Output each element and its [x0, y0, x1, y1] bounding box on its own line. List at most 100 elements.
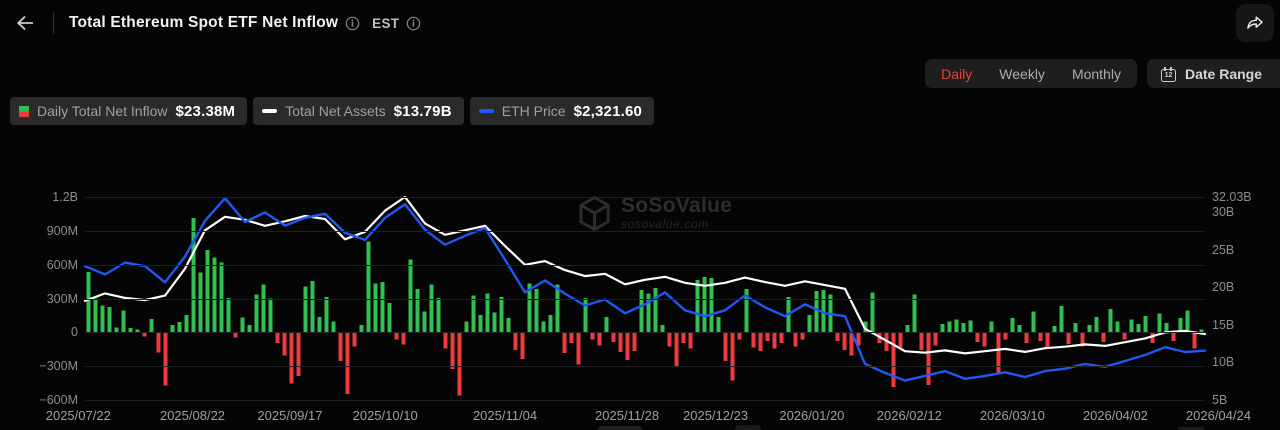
net-inflow-bar: [429, 284, 434, 333]
net-inflow-bar: [933, 332, 938, 346]
net-inflow-bar: [674, 332, 679, 367]
net-inflow-bar: [1066, 332, 1071, 345]
timezone-info-icon[interactable]: i: [406, 16, 421, 31]
legend-total-net-assets[interactable]: Total Net Assets $13.79B: [253, 97, 464, 125]
net-inflow-bar: [205, 250, 210, 333]
net-inflow-bar: [520, 332, 525, 359]
net-inflow-bar: [303, 286, 308, 333]
header: Total Ethereum Spot ETF Net Inflow i EST…: [0, 0, 1280, 46]
net-inflow-bar: [387, 303, 392, 333]
net-inflow-bar: [534, 288, 539, 333]
net-inflow-bar: [1003, 332, 1008, 340]
x-axis-tick: 2025/08/22: [159, 408, 226, 423]
x-axis-tick: 2025/11/28: [595, 408, 660, 423]
grid-line: [85, 298, 1205, 300]
grid-line: [85, 400, 1205, 401]
net-inflow-bar: [688, 332, 693, 349]
net-inflow-bar: [569, 332, 574, 344]
net-inflow-bar: [100, 305, 105, 333]
share-button[interactable]: [1236, 4, 1274, 42]
net-inflow-bar: [506, 318, 511, 333]
back-button[interactable]: [12, 10, 38, 36]
net-inflow-bar: [583, 297, 588, 333]
net-inflow-bar: [800, 332, 805, 340]
net-inflow-bar: [408, 259, 413, 333]
net-inflow-bar: [639, 290, 644, 333]
net-inflow-bar: [114, 327, 119, 333]
net-inflow-bar: [667, 332, 672, 347]
x-axis-tick: 2025/10/10: [352, 408, 418, 423]
grid-line: [85, 332, 1205, 334]
net-inflow-bar: [380, 282, 385, 333]
net-inflow-bar: [1164, 322, 1169, 333]
legend-daily-net-inflow[interactable]: Daily Total Net Inflow $23.38M: [10, 97, 248, 125]
tab-weekly[interactable]: Weekly: [999, 65, 1045, 82]
net-inflow-bar: [541, 321, 546, 333]
legend-eth-price[interactable]: ETH Price $2,321.60: [469, 97, 655, 125]
timezone-label: EST: [372, 15, 400, 31]
x-axis-tick: 2026/04/02: [1082, 408, 1148, 423]
net-inflow-bar: [548, 314, 553, 333]
y-axis-tick-left: −300M: [39, 359, 78, 374]
net-inflow-bar: [590, 332, 595, 340]
net-inflow-bar: [919, 332, 924, 350]
net-inflow-bar: [1171, 332, 1176, 341]
net-inflow-bar: [1185, 310, 1190, 333]
net-inflow-bar: [261, 284, 266, 333]
net-inflow-bar: [331, 321, 336, 333]
net-inflow-bar: [989, 321, 994, 333]
net-inflow-bar: [359, 325, 364, 333]
net-inflow-bar: [709, 278, 714, 333]
legend-label: Daily Total Net Inflow: [37, 103, 168, 119]
plot-area[interactable]: [83, 195, 1207, 401]
net-inflow-bar: [1087, 325, 1092, 333]
y-axis-tick-left: 0: [71, 325, 78, 340]
tab-daily[interactable]: Daily: [941, 65, 973, 82]
net-inflow-bar: [940, 323, 945, 333]
net-inflow-bar: [1052, 326, 1057, 333]
net-inflow-bar: [163, 332, 168, 386]
page-title: Total Ethereum Spot ETF Net Inflow: [69, 14, 339, 31]
net-inflow-bar: [191, 217, 196, 333]
net-inflow-bar: [1094, 317, 1099, 333]
tab-monthly[interactable]: Monthly: [1071, 65, 1121, 82]
chart-canvas: [83, 195, 1207, 396]
net-inflow-bar: [814, 291, 819, 333]
net-inflow-bar: [807, 314, 812, 333]
title-info-icon[interactable]: i: [345, 16, 360, 31]
date-range-button[interactable]: 12 Date Range: [1146, 59, 1280, 88]
legend-value: $23.38M: [175, 102, 236, 120]
net-inflow-bar: [765, 332, 770, 341]
net-inflow-bar: [86, 272, 91, 333]
net-inflow-bar: [912, 294, 917, 333]
net-inflow-bar: [1024, 332, 1029, 344]
svg-text:i: i: [351, 18, 354, 28]
net-inflow-bar: [702, 277, 707, 333]
x-axis: 2025/07/22 2025/08/22 2025/09/17 2025/10/10…: [46, 408, 1251, 426]
net-inflow-bar: [1010, 318, 1015, 333]
net-inflow-bar: [1073, 322, 1078, 333]
clipped-element: [735, 425, 761, 430]
net-inflow-bar: [275, 332, 280, 344]
net-inflow-bar: [555, 284, 560, 333]
net-inflow-bar: [527, 283, 532, 333]
x-axis-tick: 2026/04/24: [1185, 408, 1251, 423]
net-inflow-bar: [1150, 332, 1155, 344]
net-inflow-bar: [632, 332, 637, 351]
net-inflow-bar: [905, 325, 910, 333]
net-inflow-bar: [415, 288, 420, 333]
grid-line: [85, 366, 1205, 368]
net-inflow-bar: [625, 332, 630, 360]
net-inflow-bar: [646, 293, 651, 333]
net-inflow-bar: [422, 311, 427, 333]
net-inflow-bar: [954, 319, 959, 333]
net-inflow-bar: [457, 332, 462, 396]
legend-value: $13.79B: [393, 102, 452, 120]
net-inflow-bar: [562, 332, 567, 354]
net-inflow-bar: [219, 262, 224, 333]
grid-line: [85, 230, 1205, 232]
y-axis-tick-left: −600M: [39, 393, 78, 407]
x-axis-tick: 2025/11/04: [472, 408, 538, 423]
net-inflow-bar: [282, 332, 287, 356]
grid-line: [85, 264, 1205, 266]
